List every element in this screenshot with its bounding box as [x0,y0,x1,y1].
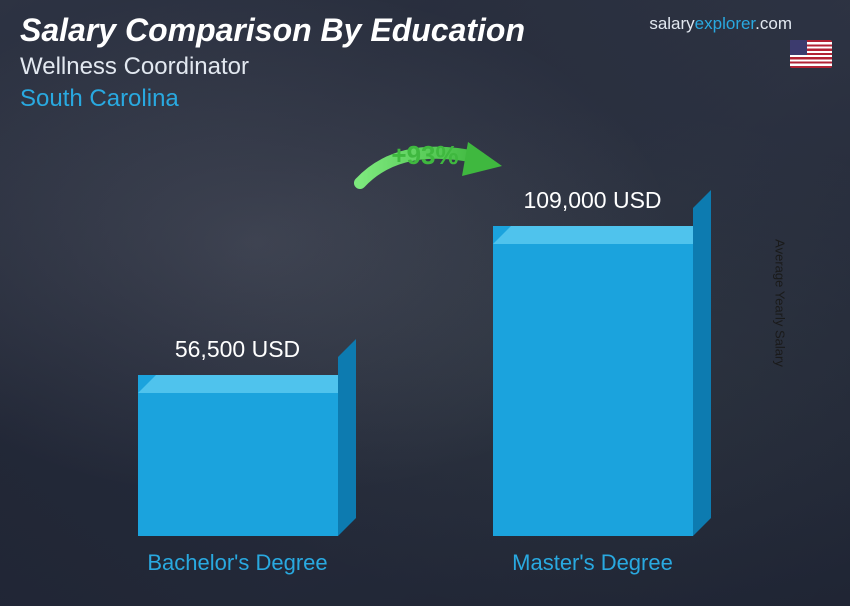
bar-side-face [693,190,711,536]
chart-container: Salary Comparison By Education Wellness … [0,0,850,606]
bar-value-label: 109,000 USD [523,187,661,214]
brand-logo: salaryexplorer.com [649,14,792,34]
brand-part1: salary [649,14,694,33]
bar-front-face [138,375,338,536]
location-label: South Carolina [20,85,830,113]
bar-front-face [493,226,693,536]
brand-part2: explorer [695,14,755,33]
us-flag-icon [790,40,832,68]
bar-x-label: Master's Degree [512,550,673,576]
bar-group-0: 56,500 USD Bachelor's Degree [78,336,398,576]
increase-badge: +93% [391,140,458,171]
bar-x-label: Bachelor's Degree [147,550,327,576]
y-axis-label: Average Yearly Salary [773,239,788,367]
bar-top-face [493,226,711,244]
job-subtitle: Wellness Coordinator [20,53,830,81]
bar-group-1: 109,000 USD Master's Degree [433,187,753,576]
brand-part3: .com [755,14,792,33]
bar-top-face [138,375,356,393]
bar-chart: 56,500 USD Bachelor's Degree 109,000 USD… [60,170,770,576]
bar-side-face [338,339,356,536]
bar-3d [138,375,338,536]
increase-percent: +93% [391,140,458,171]
bar-value-label: 56,500 USD [175,336,300,363]
bar-3d [493,226,693,536]
